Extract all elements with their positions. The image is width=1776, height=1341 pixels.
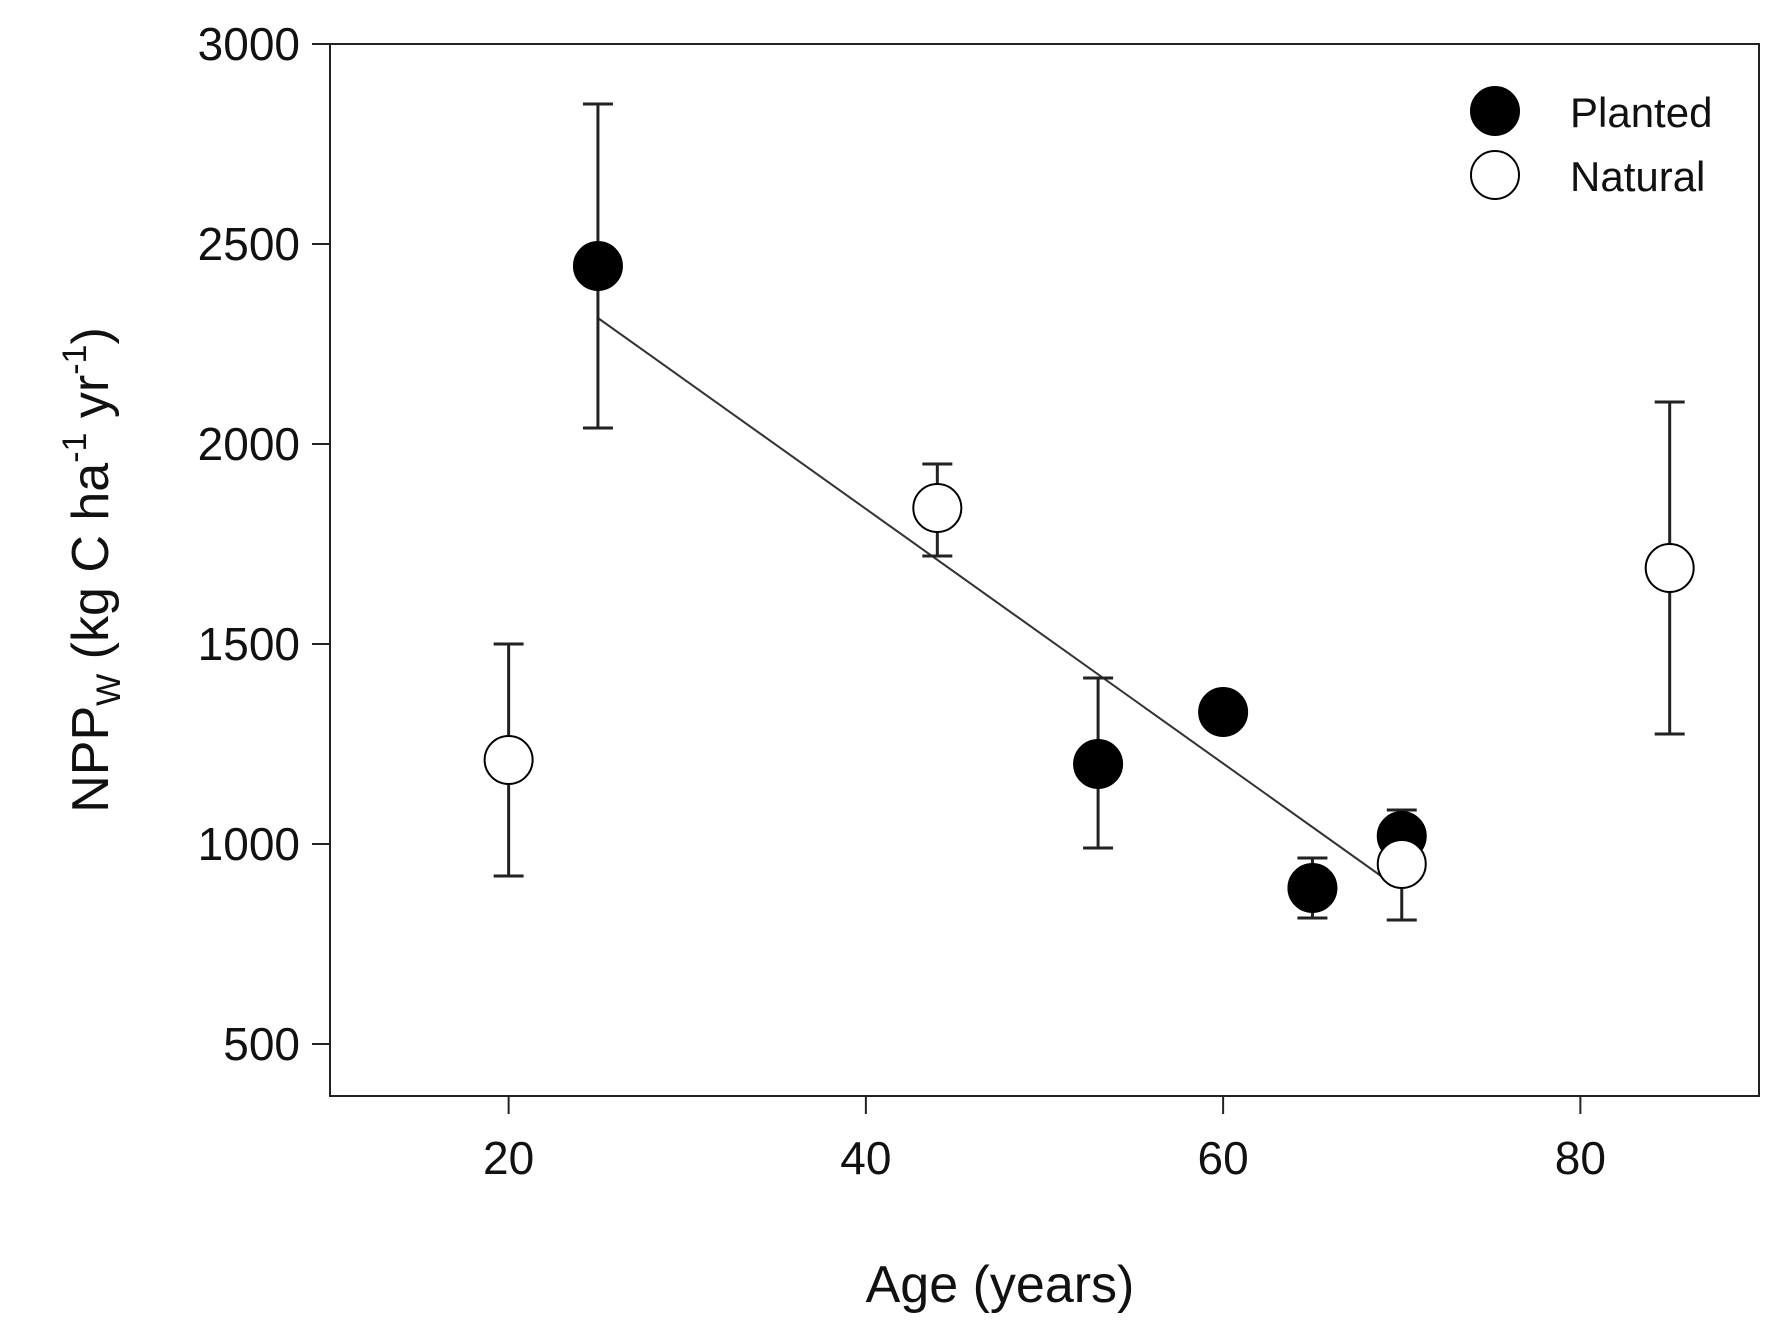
natural-point xyxy=(483,735,534,785)
y-axis-title-sup2: -1 xyxy=(56,345,94,375)
legend-marker-natural xyxy=(1470,150,1520,200)
y-tick-label: 2000 xyxy=(198,418,300,470)
legend-label-natural: Natural xyxy=(1570,153,1705,200)
legend-label-planted: Planted xyxy=(1570,89,1712,136)
planted-point xyxy=(572,241,623,291)
y-tick-label: 1000 xyxy=(198,818,300,870)
y-axis-title-subscript: W xyxy=(90,674,128,706)
x-tick-label: 80 xyxy=(1555,1132,1606,1184)
legend: Planted Natural xyxy=(1470,86,1712,200)
legend-marker-planted xyxy=(1470,86,1520,136)
plot-frame xyxy=(329,43,1760,1097)
y-axis-title-units: (kg C ha xyxy=(62,463,120,674)
natural-point xyxy=(1644,543,1695,593)
y-tick-label: 3000 xyxy=(198,18,300,70)
x-tick-label: 40 xyxy=(840,1132,891,1184)
y-axis-title-sup1: -1 xyxy=(56,433,94,463)
natural-point xyxy=(1376,839,1427,889)
y-tick-label: 2500 xyxy=(198,218,300,270)
planted-point xyxy=(1198,687,1249,737)
trend-line xyxy=(597,317,1385,879)
x-tick-label: 20 xyxy=(483,1132,534,1184)
y-axis-ticks: 500 1000 1500 2000 2500 3000 xyxy=(198,18,330,1070)
natural-point xyxy=(912,483,963,533)
y-axis-title-close: ) xyxy=(62,327,120,344)
y-tick-label: 500 xyxy=(223,1018,300,1070)
y-tick-label: 1500 xyxy=(198,618,300,670)
y-axis-title-base: NPP xyxy=(62,706,120,813)
error-bars xyxy=(493,102,1685,922)
planted-point xyxy=(1287,863,1338,913)
x-tick-label: 60 xyxy=(1198,1132,1249,1184)
data-markers xyxy=(483,241,1695,913)
x-axis-title: Age (years) xyxy=(866,1256,1135,1314)
y-axis-title: NPPW (kg C ha-1 yr-1) xyxy=(56,327,128,813)
y-axis-title-mid: yr xyxy=(62,375,120,433)
planted-point xyxy=(1073,739,1124,789)
x-axis-ticks: 20 40 60 80 xyxy=(483,1096,1606,1184)
